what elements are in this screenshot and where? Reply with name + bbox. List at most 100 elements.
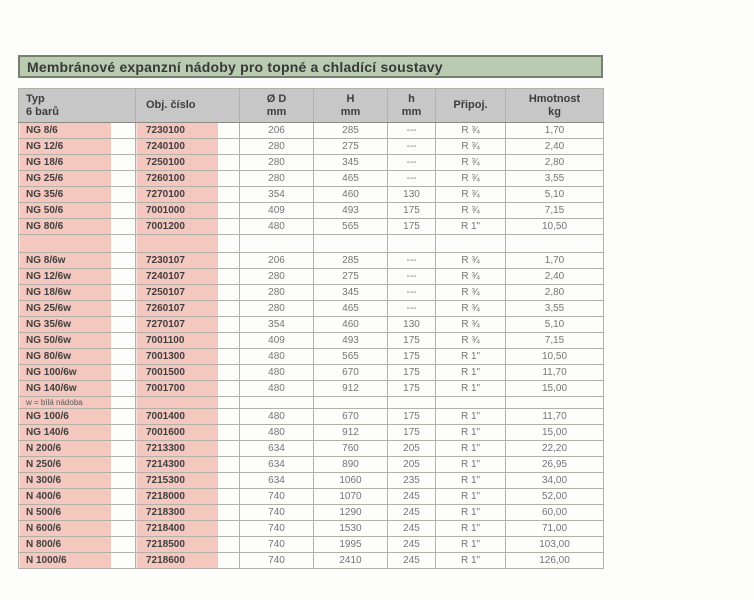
cell-typ: N 400/6 xyxy=(18,488,136,505)
cell-vyska-h: 565 xyxy=(313,348,388,365)
cell-h: 205 xyxy=(387,440,436,457)
cell-obj-cislo xyxy=(135,234,240,253)
cell-typ: NG 50/6 xyxy=(18,202,136,219)
cell-hmotnost: 10,50 xyxy=(505,348,604,365)
cell-typ: N 300/6 xyxy=(18,472,136,489)
cell-prumer-d: 740 xyxy=(239,504,314,521)
cell-vyska-h: 275 xyxy=(313,138,388,155)
cell-prumer-d: 480 xyxy=(239,424,314,441)
cell-hmotnost: 103,00 xyxy=(505,536,604,553)
page-title: Membránové expanzní nádoby pro topné a c… xyxy=(27,58,443,75)
cell-vyska-h: 460 xyxy=(313,186,388,203)
table-row: N 400/6 7218000 740 1070 245 R 1" 52,00 xyxy=(18,488,604,505)
table-row: NG 100/6w 7001500 480 670 175 R 1" 11,70 xyxy=(18,364,604,381)
cell-hmotnost: 2,40 xyxy=(505,138,604,155)
cell-hmotnost: 11,70 xyxy=(505,364,604,381)
table-row: NG 50/6 7001000 409 493 175 R ¾ 7,15 xyxy=(18,202,604,219)
cell-vyska-h: 565 xyxy=(313,218,388,235)
cell-prumer-d: 280 xyxy=(239,138,314,155)
cell-typ: N 1000/6 xyxy=(18,552,136,569)
cell-vyska-h: 493 xyxy=(313,202,388,219)
cell-pripoj: R 1" xyxy=(435,440,506,457)
cell-pripoj: R 1" xyxy=(435,424,506,441)
cell-typ: NG 18/6w xyxy=(18,284,136,301)
cell-typ: NG 35/6 xyxy=(18,186,136,203)
cell-h: 205 xyxy=(387,456,436,473)
cell-pripoj: R 1" xyxy=(435,364,506,381)
cell-hmotnost: 2,80 xyxy=(505,154,604,171)
cell-h: 175 xyxy=(387,218,436,235)
cell-obj-cislo: 7218400 xyxy=(135,520,240,537)
cell-vyska-h: 345 xyxy=(313,154,388,171)
cell-prumer-d: 206 xyxy=(239,252,314,269)
cell-typ: NG 35/6w xyxy=(18,316,136,333)
cell-h: 175 xyxy=(387,408,436,425)
cell-pripoj: R 1" xyxy=(435,348,506,365)
col-header-h: h mm xyxy=(387,88,436,123)
cell-h: 235 xyxy=(387,472,436,489)
cell-prumer-d: 480 xyxy=(239,364,314,381)
cell-vyska-h: 345 xyxy=(313,284,388,301)
cell-hmotnost: 3,55 xyxy=(505,300,604,317)
cell-obj-cislo: 7218600 xyxy=(135,552,240,569)
cell-typ: N 250/6 xyxy=(18,456,136,473)
cell-obj-cislo: 7218500 xyxy=(135,536,240,553)
cell-prumer-d: 634 xyxy=(239,456,314,473)
cell-obj-cislo: 7001600 xyxy=(135,424,240,441)
cell-pripoj: R 1" xyxy=(435,380,506,397)
cell-hmotnost: 1,70 xyxy=(505,122,604,139)
cell-h: --- xyxy=(387,284,436,301)
cell-obj-cislo: 7218300 xyxy=(135,504,240,521)
cell-obj-cislo: 7001400 xyxy=(135,408,240,425)
cell-pripoj: R 1" xyxy=(435,504,506,521)
cell-vyska-h: 285 xyxy=(313,252,388,269)
cell-hmotnost: 60,00 xyxy=(505,504,604,521)
table-row: NG 18/6 7250100 280 345 --- R ¾ 2,80 xyxy=(18,154,604,171)
cell-hmotnost: 126,00 xyxy=(505,552,604,569)
cell-obj-cislo: 7213300 xyxy=(135,440,240,457)
cell-obj-cislo: 7230100 xyxy=(135,122,240,139)
cell-hmotnost: 3,55 xyxy=(505,170,604,187)
table-row: NG 8/6w 7230107 206 285 --- R ¾ 1,70 xyxy=(18,252,604,269)
cell-prumer-d: 409 xyxy=(239,332,314,349)
cell-prumer-d: 354 xyxy=(239,186,314,203)
cell-obj-cislo: 7001000 xyxy=(135,202,240,219)
cell-hmotnost: 1,70 xyxy=(505,252,604,269)
col-header-hmotnost: Hmotnost kg xyxy=(505,88,604,123)
cell-h xyxy=(387,396,436,409)
cell-prumer-d: 480 xyxy=(239,218,314,235)
cell-hmotnost: 71,00 xyxy=(505,520,604,537)
spacer-row xyxy=(18,234,604,253)
cell-h: 245 xyxy=(387,504,436,521)
cell-prumer-d: 480 xyxy=(239,380,314,397)
col-header-typ: Typ 6 barů xyxy=(18,88,136,123)
cell-vyska-h xyxy=(313,396,388,409)
cell-prumer-d: 280 xyxy=(239,300,314,317)
cell-prumer-d: 740 xyxy=(239,552,314,569)
cell-pripoj: R 1" xyxy=(435,456,506,473)
cell-h: 175 xyxy=(387,380,436,397)
cell-h: 175 xyxy=(387,202,436,219)
cell-vyska-h: 890 xyxy=(313,456,388,473)
cell-prumer-d: 280 xyxy=(239,268,314,285)
cell-vyska-h: 275 xyxy=(313,268,388,285)
cell-typ: NG 8/6w xyxy=(18,252,136,269)
col-header-pripoj: Připoj. xyxy=(435,88,506,123)
table-row: NG 25/6 7260100 280 465 --- R ¾ 3,55 xyxy=(18,170,604,187)
cell-typ: NG 18/6 xyxy=(18,154,136,171)
cell-obj-cislo: 7001100 xyxy=(135,332,240,349)
cell-typ: NG 50/6w xyxy=(18,332,136,349)
cell-typ: NG 12/6w xyxy=(18,268,136,285)
table-row: NG 12/6 7240100 280 275 --- R ¾ 2,40 xyxy=(18,138,604,155)
cell-vyska-h: 912 xyxy=(313,380,388,397)
cell-typ: NG 140/6w xyxy=(18,380,136,397)
cell-obj-cislo: 7260100 xyxy=(135,170,240,187)
cell-hmotnost: 15,00 xyxy=(505,380,604,397)
cell-vyska-h: 2410 xyxy=(313,552,388,569)
cell-hmotnost xyxy=(505,234,604,253)
cell-h: --- xyxy=(387,300,436,317)
cell-vyska-h: 1995 xyxy=(313,536,388,553)
cell-prumer-d: 206 xyxy=(239,122,314,139)
cell-prumer-d: 354 xyxy=(239,316,314,333)
cell-vyska-h xyxy=(313,234,388,253)
